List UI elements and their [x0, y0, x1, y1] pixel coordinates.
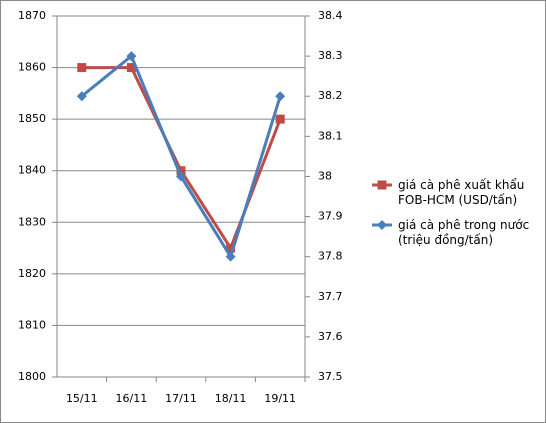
y-tick-label: 1860 [18, 61, 46, 74]
point-marker [126, 51, 137, 62]
point-marker [126, 63, 136, 73]
y2-tick-label: 38 [318, 169, 332, 182]
x-tick-label: 18/11 [215, 392, 247, 405]
y-tick-label: 1870 [18, 9, 46, 22]
y-tick-label: 1850 [18, 112, 46, 125]
x-tick-label: 19/11 [264, 392, 296, 405]
point-marker [225, 251, 236, 262]
point-marker [76, 91, 87, 102]
point-marker [176, 171, 186, 182]
y2-tick-label: 37.5 [318, 370, 343, 383]
y2-tick-label: 37.8 [318, 250, 343, 263]
y-tick-label: 1810 [18, 318, 46, 331]
point-marker [226, 243, 236, 253]
y-tick-label: 1800 [18, 370, 46, 383]
x-tick-label: 15/11 [66, 392, 98, 405]
point-marker [275, 91, 286, 102]
y-tick-label: 1840 [18, 164, 46, 177]
legend-swatch-marker [377, 180, 387, 190]
y-tick-label: 1830 [18, 215, 46, 228]
legend-label: giá cà phê trong nước (triệu đồng/tấn) [398, 218, 530, 247]
y2-tick-label: 37.6 [318, 330, 343, 343]
legend-label: giá cà phê xuất khẩu FOB-HCM (USD/tấn) [398, 178, 525, 207]
legend-swatch-marker [377, 220, 387, 230]
y2-tick-label: 37.9 [318, 210, 343, 223]
point-marker [275, 114, 285, 124]
x-tick-label: 17/11 [165, 392, 197, 405]
point-marker [77, 63, 87, 73]
y2-tick-label: 37.7 [318, 290, 343, 303]
y2-tick-label: 38.3 [318, 49, 343, 62]
x-tick-label: 16/11 [116, 392, 148, 405]
y2-tick-label: 38.2 [318, 89, 343, 102]
point-marker [176, 166, 186, 176]
y2-tick-label: 38.1 [318, 129, 343, 142]
y-tick-label: 1820 [18, 267, 46, 280]
y2-tick-label: 38.4 [318, 9, 343, 22]
